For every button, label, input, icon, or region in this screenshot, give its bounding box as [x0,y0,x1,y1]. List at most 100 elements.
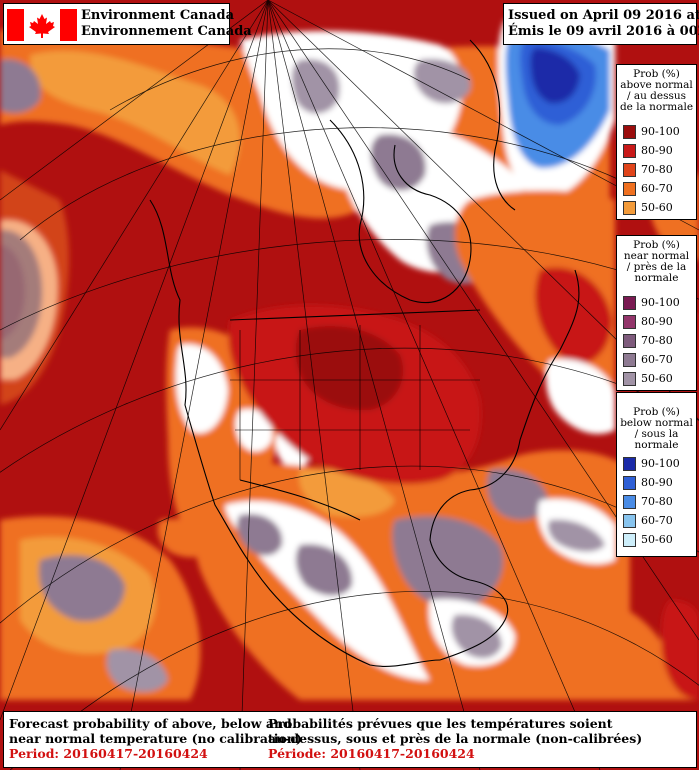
legend-title-line: near normal [623,250,690,262]
legend-title-line: Prob (%) [633,239,680,251]
legend-title-line: Prob (%) [633,406,680,418]
greenland-coast [469,39,516,211]
red-atlantic [535,267,612,364]
legend-above-normal: Prob (%) above normal / au dessus de la … [616,64,697,220]
issued-date-fr: Émis le 09 avril 2016 à 00Z [508,24,699,39]
legend-title-line: / sous la normale [634,428,679,451]
legend-item: 50-60 [623,531,693,550]
purple-atlantic-2 [548,519,605,552]
caption-fr-line2: au-dessus, sous et près de la normale (n… [268,731,643,746]
legend-item: 80-90 [623,142,693,161]
color-swatch [623,533,636,547]
meridian-line [0,0,269,431]
legend-item: 80-90 [623,313,693,332]
color-swatch [623,514,636,528]
legend-title-line: Prob (%) [633,68,680,80]
legend-item-label: 50-60 [641,201,673,214]
orange-atlantic-south [548,597,699,700]
coastlines [149,39,580,667]
caption-en-line2: near normal temperature (no calibration) [9,731,302,746]
meridian-line [119,0,269,770]
legend-near-normal: Prob (%) near normal / près de la normal… [616,235,697,391]
color-swatch [623,163,636,177]
state-borders [230,379,480,431]
legend-item-label: 60-70 [641,353,673,366]
color-swatch [623,476,636,490]
color-swatch [623,372,636,386]
color-swatch [623,495,636,509]
meridian-line [239,0,269,770]
legend-item-label: 90-100 [641,457,680,470]
legend-item: 90-100 [623,455,693,474]
purple-arctic-west [0,59,41,113]
us-mexico-border [239,479,361,521]
legend-item-label: 90-100 [641,125,680,138]
legend-item: 80-90 [623,474,693,493]
deep-red-midwest [295,326,404,411]
state-borders [239,325,421,480]
legend-item: 50-60 [623,199,693,218]
purple-arctic-2 [413,59,471,104]
purple-arctic-1 [291,59,340,114]
legend-item: 70-80 [623,161,693,180]
color-swatch [623,457,636,471]
legend-item: 60-70 [623,512,693,531]
light-orange-texas [299,469,395,517]
pacific-coastline [149,199,441,667]
agency-name-fr: Environnement Canada [81,24,252,39]
legend-item: 90-100 [623,294,693,313]
meridian-line [267,0,601,770]
caption-en-period: Period: 20160417-20160424 [9,746,208,761]
meridian-line [267,0,361,770]
legend-below-normal: Prob (%) below normal / sous la normale … [616,392,697,557]
white-atlantic-north [545,359,615,434]
legend-title-line: / au dessus [626,90,687,102]
legend-item: 50-60 [623,370,693,389]
purple-gulf [392,516,504,609]
purple-pacific-south-2 [106,649,168,692]
caption-en-line1: Forecast probability of above, below and [9,716,292,731]
legend-title-line: above normal [620,79,693,91]
caption-fr-period: Période: 20160417-20160424 [268,746,475,761]
legend-title-line: below normal [620,417,693,429]
color-swatch [623,125,636,139]
legend-item: 70-80 [623,332,693,351]
purple-atlantic-1 [487,469,548,520]
color-swatch [623,353,636,367]
orange-pacific-mid [157,518,212,558]
legend-item-label: 50-60 [641,372,673,385]
legend-item-label: 60-70 [641,514,673,527]
legend-item: 70-80 [623,493,693,512]
blue-greenland-core [530,48,580,104]
purple-pacific-south [39,555,125,622]
atlantic-coastline [429,269,580,661]
meridian-line [267,0,481,770]
probability-fields [0,18,699,700]
purple-hudson-1 [370,134,426,191]
color-swatch [623,334,636,348]
legend-item-label: 80-90 [641,476,673,489]
canada-flag-icon [7,9,77,41]
legend-item-label: 50-60 [641,533,673,546]
hudson-bay-coast [329,119,472,304]
color-swatch [623,182,636,196]
legend-title-line: normale [634,272,679,284]
color-swatch [623,296,636,310]
legend-item-label: 80-90 [641,144,673,157]
legend-item: 90-100 [623,123,693,142]
purple-mexico-west [295,544,353,596]
legend-title-line: de la normale [619,101,694,113]
issue-date-box: Issued on April 09 2016 at 00Z Émis le 0… [503,3,699,45]
legend-item-label: 70-80 [641,495,673,508]
parallel-line [109,48,471,111]
legend-item: 60-70 [623,180,693,199]
forecast-caption: Forecast probability of above, below and… [3,711,697,768]
legend-item-label: 80-90 [641,315,673,328]
caption-fr-line1: Probabilités prévues que les température… [268,716,613,731]
agency-name-en: Environment Canada [81,8,234,23]
issued-date-en: Issued on April 09 2016 at 00Z [508,8,699,23]
legend-title-line: / près de la [626,261,687,273]
color-swatch [623,315,636,329]
